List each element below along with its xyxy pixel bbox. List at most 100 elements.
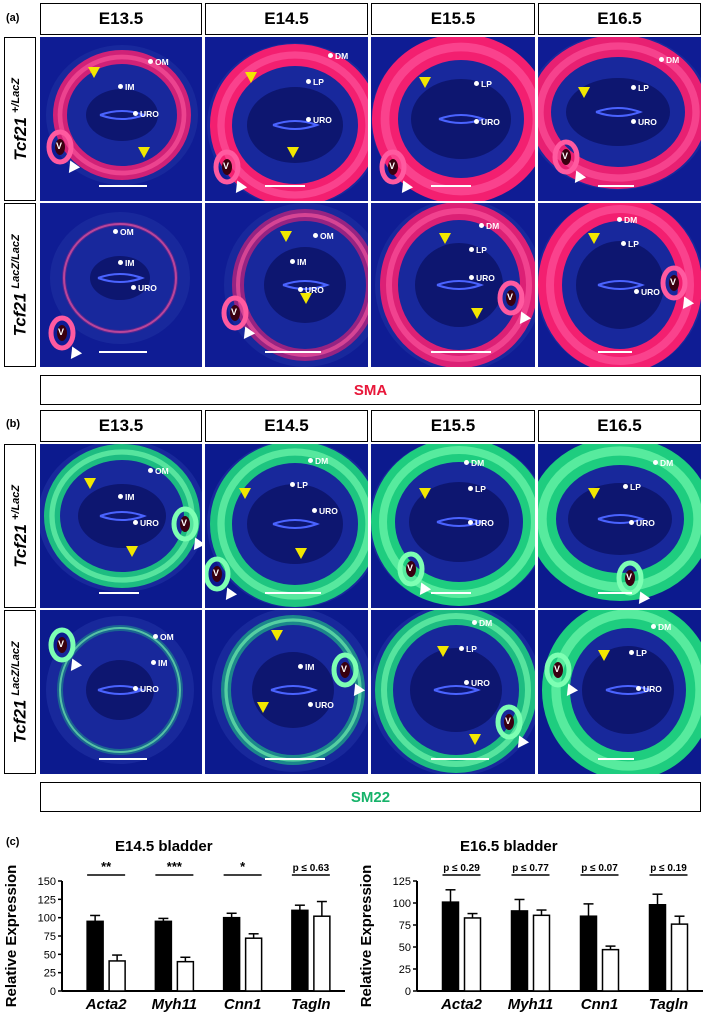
tissue-label-im: IM xyxy=(297,257,307,267)
tissue-label-im: IM xyxy=(125,82,135,92)
tissue-label-lp: LP xyxy=(628,239,639,249)
bar xyxy=(601,948,620,992)
gene-name: Tcf21 xyxy=(10,116,30,161)
y-tick-label: 50 xyxy=(399,942,411,954)
tissue-label-dm: DM xyxy=(479,618,493,628)
tissue-label-uro: URO xyxy=(140,684,159,694)
label-dot xyxy=(631,119,636,124)
label-dot xyxy=(151,660,156,665)
label-dot xyxy=(133,520,138,525)
label-dot xyxy=(133,111,138,116)
yellow-arrowhead-icon xyxy=(439,233,451,244)
scale-bar xyxy=(597,351,632,353)
gene-name: Tcf21 xyxy=(10,523,30,568)
yellow-arrowhead-icon xyxy=(257,702,269,713)
yellow-arrowhead-icon xyxy=(471,308,483,319)
tissue-label-uro: URO xyxy=(641,287,660,297)
tissue-label-uro: URO xyxy=(471,678,490,688)
image-SMA-r1-c2: DM LP URO V xyxy=(371,203,535,367)
significance-label: p ≤ 0.63 xyxy=(293,863,330,874)
gene-name: Tcf21 xyxy=(10,292,30,337)
tissue-label-lp: LP xyxy=(638,83,649,93)
vessel-label: V xyxy=(407,563,414,573)
tissue-label-dm: DM xyxy=(335,51,349,61)
chart1-title: E14.5 bladder xyxy=(115,838,213,855)
image-SMA-r0-c1: DM LP URO V xyxy=(205,37,368,201)
genotype-sup: LacZ/LacZ xyxy=(9,233,22,289)
y-tick-label: 75 xyxy=(399,920,411,932)
bar xyxy=(154,920,173,992)
label-dot xyxy=(464,460,469,465)
x-tick-label: Acta2 xyxy=(85,996,128,1012)
tissue-label-dm: DM xyxy=(486,221,500,231)
chart2-title: E16.5 bladder xyxy=(460,838,558,855)
y-tick-label: 25 xyxy=(399,964,411,976)
tissue-label-dm: DM xyxy=(658,622,672,632)
genotype-sup: LacZ/LacZ xyxy=(9,640,22,696)
bar xyxy=(510,910,529,992)
tissue-label-lp: LP xyxy=(466,644,477,654)
label-dot xyxy=(634,289,639,294)
significance-label: * xyxy=(240,859,246,874)
tissue-label-lp: LP xyxy=(636,648,647,658)
label-dot xyxy=(298,287,303,292)
stage-header-1: E14.5 xyxy=(205,410,368,442)
x-tick-label: Cnn1 xyxy=(224,996,262,1012)
label-dot xyxy=(308,702,313,707)
yellow-arrowhead-icon xyxy=(287,147,299,158)
stage-header-3: E16.5 xyxy=(538,410,701,442)
scale-bar xyxy=(99,592,139,594)
image-SM22-r1-c2: DM LP URO V xyxy=(371,610,535,774)
label-dot xyxy=(464,680,469,685)
tissue-label-uro: URO xyxy=(140,518,159,528)
scale-bar xyxy=(597,758,634,760)
yellow-arrowhead-icon xyxy=(280,231,292,242)
bar xyxy=(86,920,104,992)
tissue-label-om: OM xyxy=(320,231,334,241)
label-dot xyxy=(659,57,664,62)
yellow-arrowhead-icon xyxy=(437,646,449,657)
bar xyxy=(176,960,195,992)
tissue-label-uro: URO xyxy=(475,518,494,528)
bar xyxy=(291,909,309,992)
label-dot xyxy=(148,468,153,473)
bar xyxy=(670,923,689,992)
panel-b-label: (b) xyxy=(6,418,21,430)
tissue-label-uro: URO xyxy=(313,115,332,125)
label-dot xyxy=(621,241,626,246)
bar xyxy=(532,914,551,992)
panel-a-label: (a) xyxy=(6,12,20,24)
vessel-label: V xyxy=(56,141,63,151)
yellow-arrowhead-icon xyxy=(578,87,590,98)
bar xyxy=(108,960,126,992)
tissue-label-lp: LP xyxy=(476,245,487,255)
image-SM22-r1-c3: DM LP URO V xyxy=(538,610,701,774)
bar xyxy=(579,915,598,992)
label-dot xyxy=(308,458,313,463)
yellow-arrowhead-icon xyxy=(469,734,481,745)
scale-bar xyxy=(264,185,305,187)
stain-label-SMA: SMA xyxy=(40,375,701,405)
image-SMA-r0-c3: DM LP URO V xyxy=(538,37,701,201)
vessel-label: V xyxy=(670,277,677,287)
genotype-row-label-1: Tcf21 LacZ/LacZ xyxy=(4,203,36,367)
tissue-label-om: OM xyxy=(155,466,169,476)
label-dot xyxy=(629,520,634,525)
significance-label: p ≤ 0.29 xyxy=(443,863,480,874)
panel-c-label: (c) xyxy=(6,836,20,848)
stage-header-2: E15.5 xyxy=(371,410,535,442)
y-tick-label: 0 xyxy=(50,986,56,998)
scale-bar xyxy=(431,351,491,353)
vessel-label: V xyxy=(507,292,514,302)
label-dot xyxy=(479,223,484,228)
scale-bar xyxy=(431,592,471,594)
yellow-arrowhead-icon xyxy=(88,67,100,78)
stage-header-2: E15.5 xyxy=(371,3,535,35)
tissue-label-dm: DM xyxy=(660,458,674,468)
y-tick-label: 75 xyxy=(44,931,56,943)
label-dot xyxy=(118,494,123,499)
label-dot xyxy=(459,646,464,651)
label-dot xyxy=(469,247,474,252)
x-tick-label: Cnn1 xyxy=(581,996,619,1012)
image-SMA-r1-c1: OM IM URO V xyxy=(205,203,368,367)
